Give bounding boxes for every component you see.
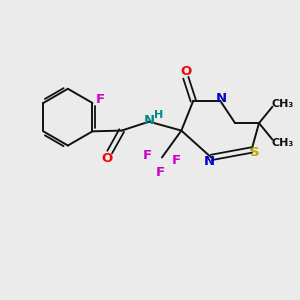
Text: O: O [180,65,191,78]
Text: N: N [204,155,215,168]
Text: F: F [156,166,165,179]
Text: N: N [143,114,155,127]
Text: N: N [215,92,226,105]
Text: F: F [96,94,105,106]
Text: CH₃: CH₃ [272,137,294,148]
Text: H: H [154,110,163,120]
Text: CH₃: CH₃ [272,99,294,109]
Text: S: S [250,146,259,159]
Text: O: O [102,152,113,165]
Text: F: F [172,154,181,167]
Text: F: F [143,149,152,163]
